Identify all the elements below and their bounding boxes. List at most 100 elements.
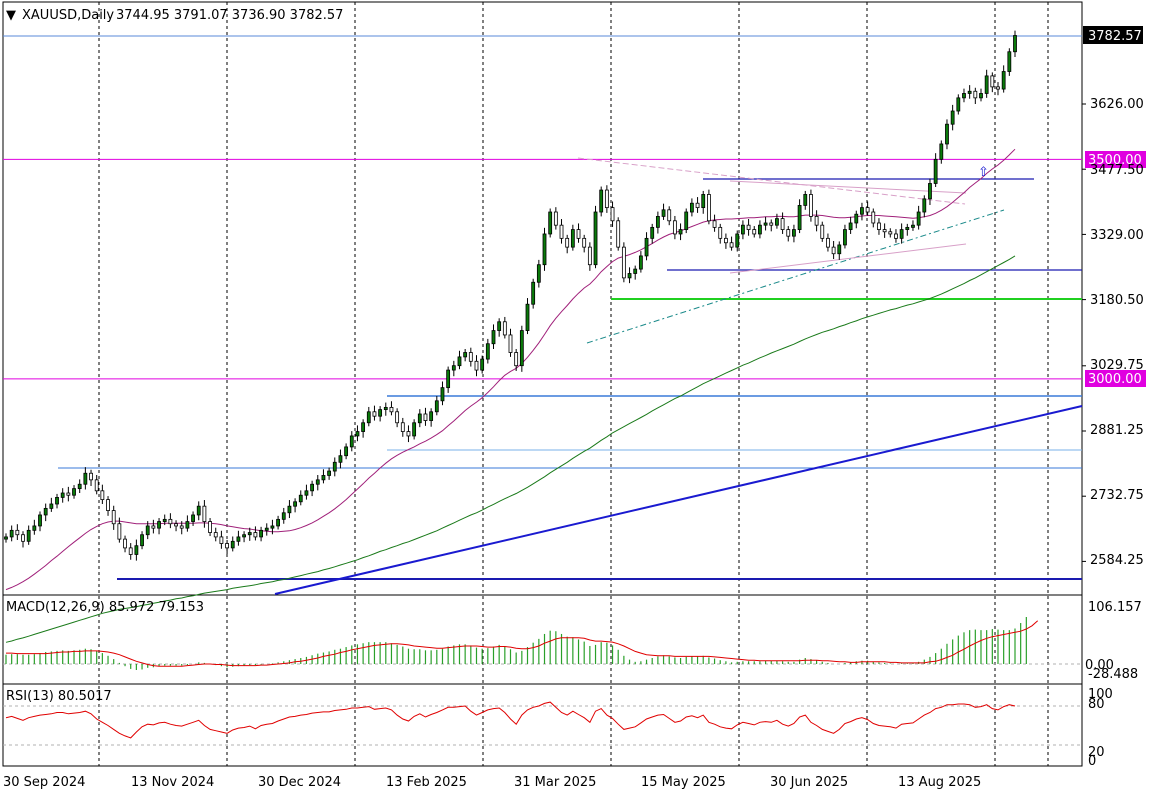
- candle-body: [100, 490, 105, 501]
- macd-title: MACD(12,26,9) 85.972 79.153: [6, 600, 204, 615]
- candle-body: [741, 224, 745, 235]
- candle-body: [962, 93, 966, 99]
- candle-body: [661, 209, 666, 217]
- macd-tick-label: 106.157: [1088, 600, 1142, 615]
- candle-body: [134, 545, 139, 555]
- candle-body: [888, 231, 893, 235]
- price-pane[interactable]: [3, 30, 1083, 643]
- x-tick-label: 13 Nov 2024: [131, 775, 214, 790]
- dashed-trendline: [586, 209, 1005, 344]
- candle-body: [208, 521, 212, 533]
- candle-body: [860, 207, 864, 215]
- candle-body: [582, 237, 587, 248]
- y-tick-label: 3626.00: [1090, 97, 1144, 112]
- candle-body: [219, 536, 224, 544]
- ohlc-readout: 3744.95 3791.07 3736.90 3782.57: [116, 8, 343, 23]
- candle-body: [706, 194, 711, 222]
- candle-body: [230, 540, 235, 549]
- candle-body: [406, 431, 411, 437]
- candle-body: [38, 514, 42, 527]
- candle-body: [293, 501, 297, 507]
- candle-body: [281, 512, 286, 520]
- candle-body: [440, 387, 445, 402]
- candle-body: [225, 543, 229, 549]
- candle-body: [911, 224, 915, 228]
- candle-body: [60, 492, 65, 498]
- candle-body: [327, 470, 332, 476]
- candle-body: [77, 483, 82, 490]
- candle-body: [400, 422, 405, 432]
- candle-body: [536, 264, 541, 283]
- candle-body: [820, 224, 825, 239]
- candle-body: [984, 75, 989, 94]
- candle-body: [950, 110, 955, 125]
- candle-body: [321, 475, 326, 481]
- candle-body: [916, 211, 921, 226]
- candle-body: [531, 281, 536, 305]
- candle-body: [66, 492, 71, 496]
- y-tick-label: 2881.25: [1090, 423, 1144, 438]
- macd-pane[interactable]: [3, 617, 1082, 671]
- candle-body: [610, 207, 615, 222]
- candle-body: [315, 479, 320, 485]
- candle-body: [1013, 35, 1017, 53]
- y-tick-label: 2584.25: [1090, 553, 1144, 568]
- candle-body: [752, 229, 757, 235]
- macd-tick-label: 0.00: [1085, 658, 1114, 673]
- candle-body: [967, 90, 972, 94]
- candle-body: [814, 216, 819, 226]
- candle-body: [792, 229, 796, 237]
- candle-body: [196, 505, 201, 516]
- candle-body: [990, 75, 995, 88]
- candle-body: [140, 534, 144, 547]
- candle-body: [191, 514, 195, 522]
- candle-body: [775, 218, 779, 226]
- candle-body: [157, 521, 161, 529]
- candle-body: [1007, 51, 1012, 72]
- candle-body: [338, 455, 343, 463]
- candle-body: [434, 400, 439, 413]
- candle-body: [117, 523, 122, 540]
- candle-body: [786, 229, 791, 237]
- candle-body: [310, 483, 315, 492]
- rsi-pane[interactable]: [3, 701, 1082, 746]
- macd-tick-label: -28.488: [1088, 667, 1138, 682]
- candle-body: [945, 123, 949, 145]
- x-tick-label: 13 Feb 2025: [386, 775, 467, 790]
- candle-body: [780, 218, 785, 230]
- candle-body: [882, 229, 887, 233]
- rsi-line: [5, 701, 1016, 739]
- candle-body: [599, 189, 604, 213]
- candle-body: [678, 229, 683, 235]
- candle-body: [417, 413, 422, 424]
- x-tick-label: 30 Sep 2024: [3, 775, 85, 790]
- rsi-tick-label: 80: [1088, 697, 1105, 712]
- candle-body: [587, 246, 592, 266]
- candle-body: [763, 222, 768, 226]
- outer-frame: [2, 1, 1083, 767]
- candle-body: [83, 472, 88, 485]
- candle-body: [899, 229, 904, 239]
- candle-body: [106, 499, 110, 511]
- level-3500-tag: [1085, 151, 1146, 168]
- rsi-tick-label: 100: [1088, 687, 1113, 702]
- candle-body: [627, 273, 632, 279]
- candle-body: [542, 233, 547, 266]
- dropdown-triangle-icon[interactable]: ▼: [6, 8, 16, 23]
- candle-body: [355, 431, 360, 437]
- candle-body: [689, 202, 694, 213]
- macd-signal-line: [6, 620, 1039, 667]
- x-tick-label: 13 Aug 2025: [898, 775, 981, 790]
- candle-body: [616, 220, 621, 248]
- candle-body: [423, 413, 428, 421]
- candle-body: [89, 472, 93, 481]
- candle-body: [457, 356, 462, 367]
- candle-body: [332, 461, 337, 472]
- candle-body: [247, 532, 252, 536]
- candle-body: [43, 507, 48, 516]
- candle-body: [287, 505, 292, 514]
- candle-body: [621, 246, 626, 279]
- rsi-title: RSI(13) 80.5017: [6, 689, 112, 704]
- candle-body: [553, 211, 558, 226]
